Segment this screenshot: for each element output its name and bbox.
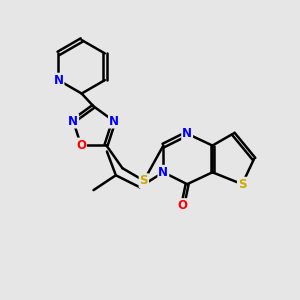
Text: N: N [68,115,78,128]
Text: S: S [140,174,148,187]
Text: N: N [182,127,192,140]
Text: N: N [53,74,64,87]
Text: O: O [178,199,188,212]
Text: O: O [76,139,86,152]
Text: N: N [109,115,119,128]
Text: N: N [158,166,168,179]
Text: S: S [238,178,246,191]
